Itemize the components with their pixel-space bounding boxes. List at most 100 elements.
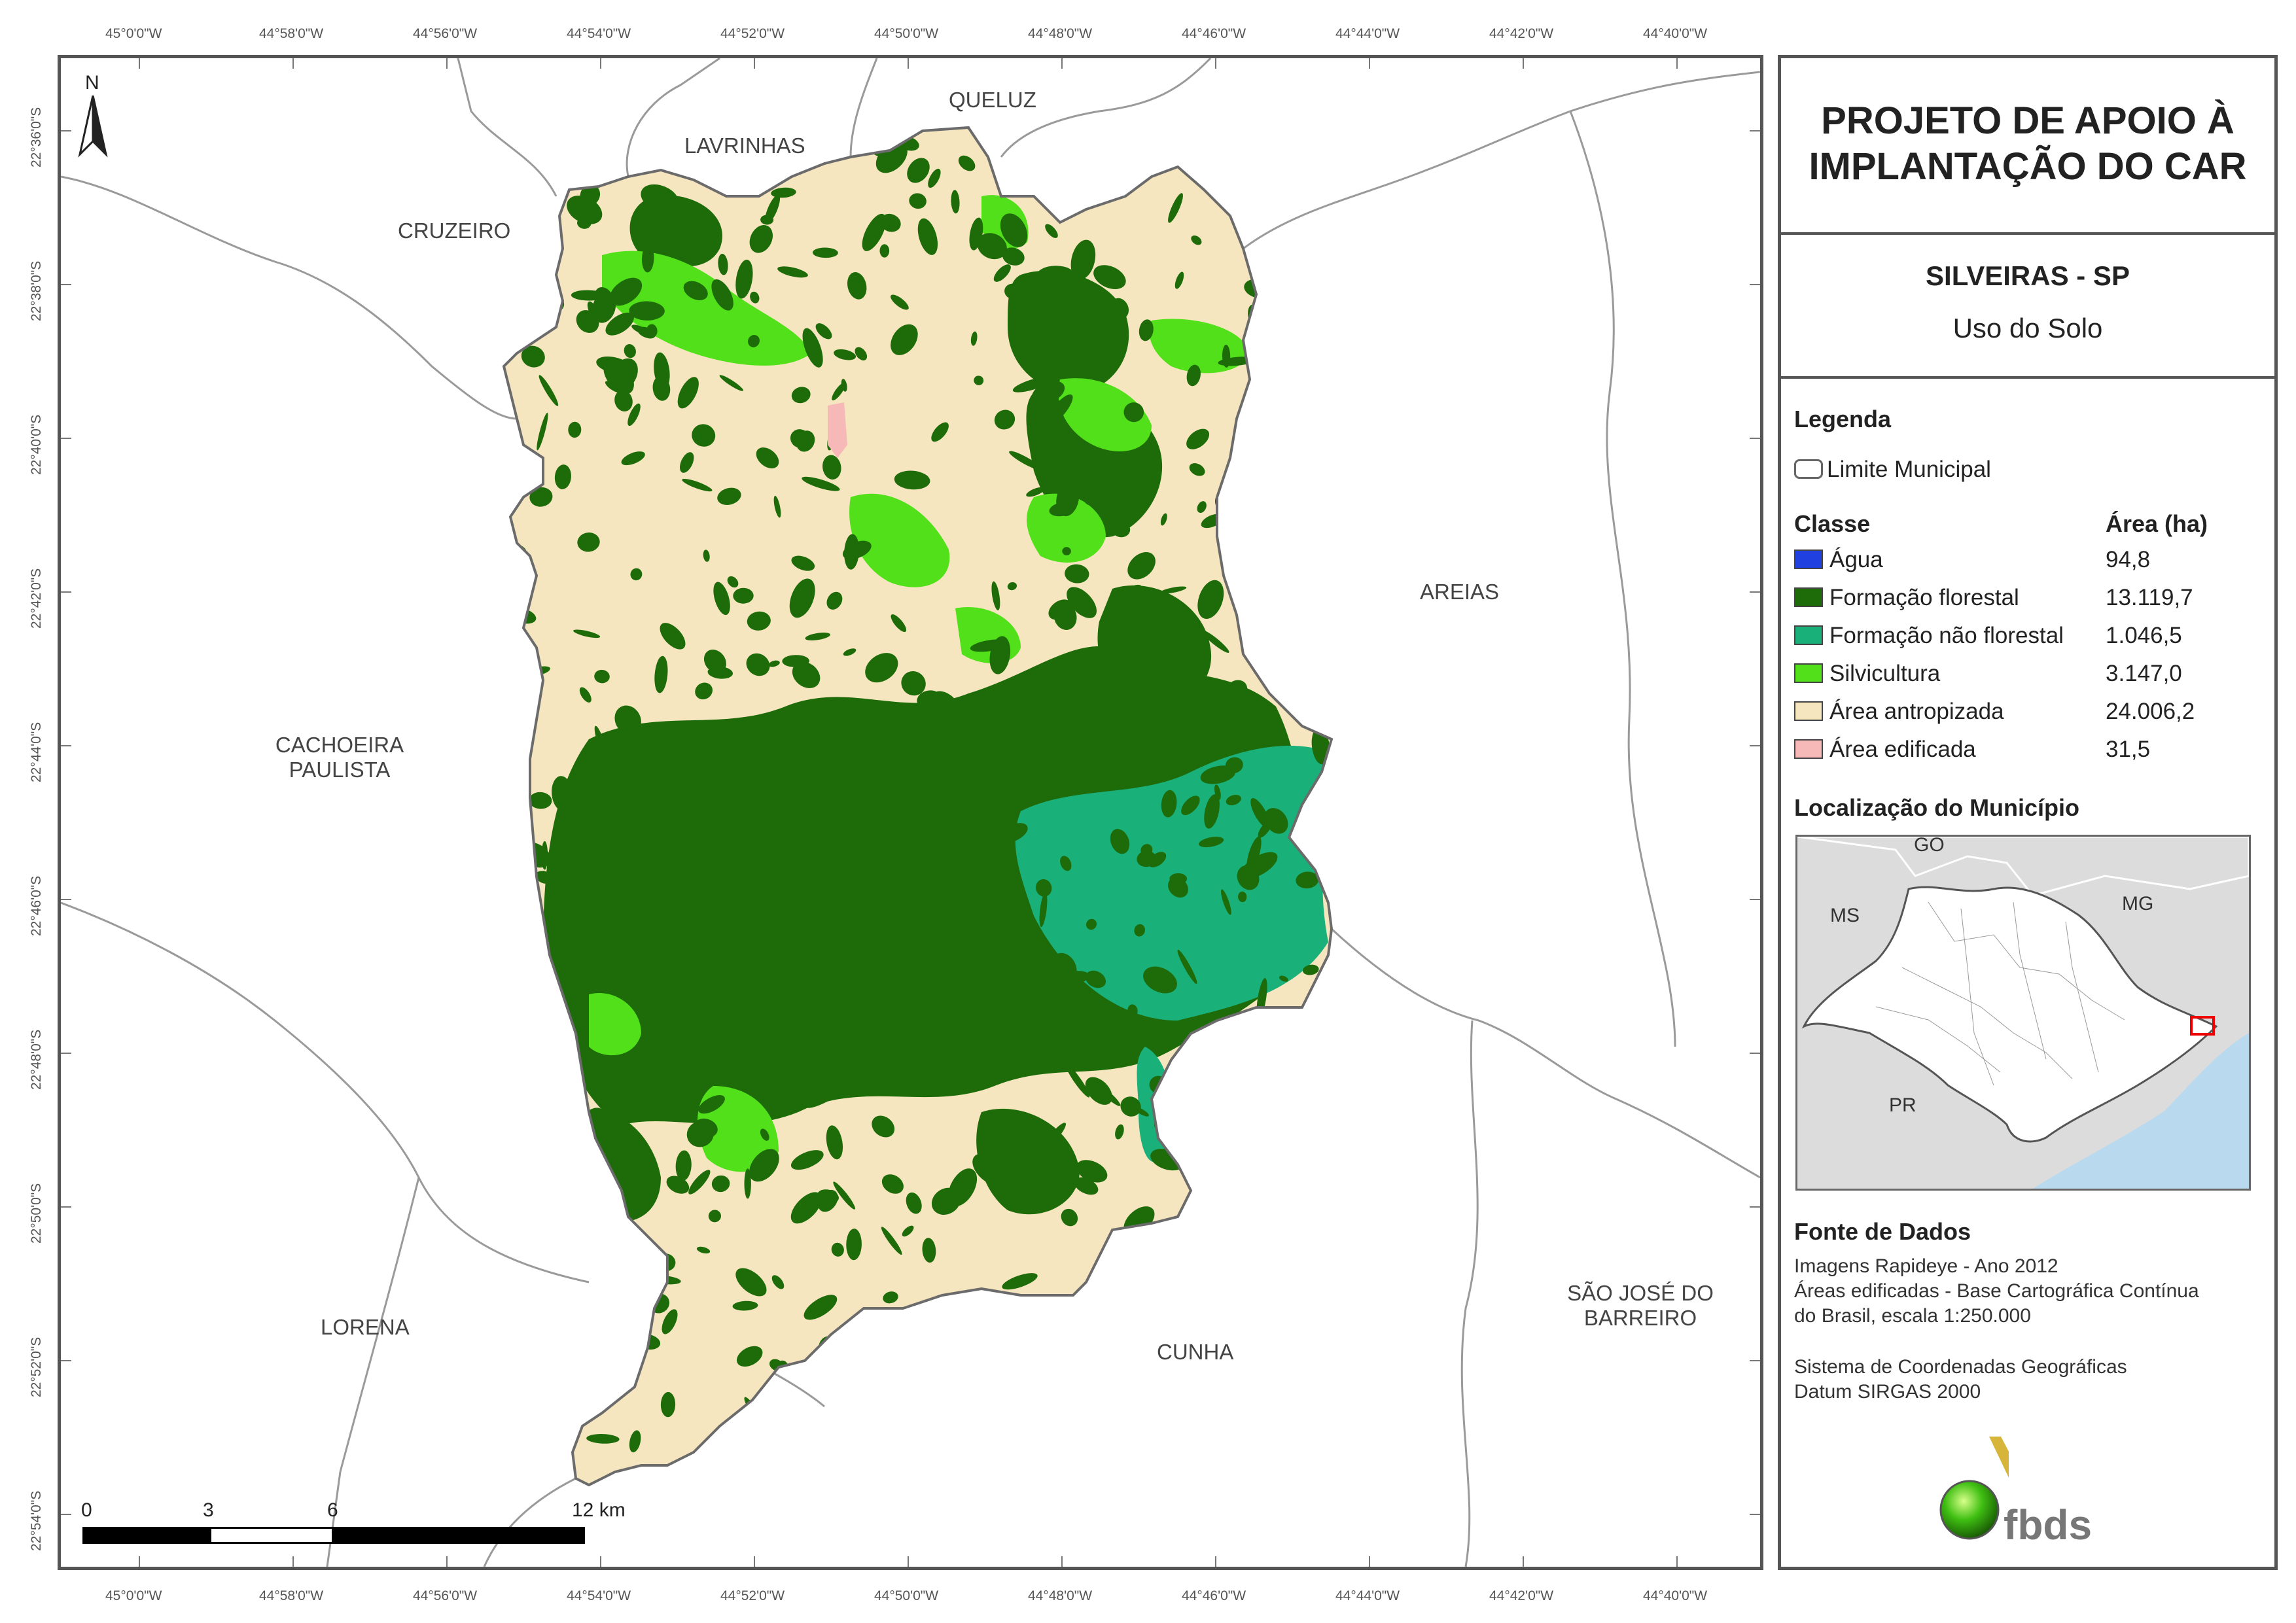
forest-fragment [717, 487, 741, 505]
forest-fragment [1111, 521, 1131, 538]
label-cachoeira-line1: CACHOEIRA [275, 733, 404, 757]
forest-fragment [1169, 617, 1176, 642]
forest-fragment [866, 840, 880, 857]
forest-fragment [666, 1176, 690, 1194]
forest-fragment [831, 1242, 844, 1257]
forest-fragment [571, 290, 605, 301]
inset-label-go: GO [1914, 837, 1945, 856]
lat-label-left: 22°50'0"S [29, 1183, 44, 1244]
forest-fragment [1127, 1004, 1138, 1017]
map-subtitle: Uso do Solo [1952, 313, 2103, 343]
forest-fragment [833, 1181, 856, 1210]
forest-fragment [927, 832, 947, 866]
forest-fragment [537, 412, 548, 451]
forest-fragment [708, 1210, 721, 1223]
forest-fragment [679, 452, 694, 473]
forest-fragment [779, 1084, 805, 1107]
forest-fragment [601, 776, 620, 805]
forest-fragment [610, 918, 626, 953]
forest-fragment [791, 387, 811, 404]
forest-fragment [1074, 1177, 1099, 1195]
lon-label-bottom: 44°40'0"W [1643, 1588, 1708, 1603]
forest-fragment [1115, 1124, 1124, 1140]
forest-fragment [1214, 695, 1235, 711]
forest-fragment [680, 1099, 689, 1119]
forest-fragment [1168, 193, 1183, 223]
forest-fragment [1093, 265, 1126, 289]
forest-fragment [970, 331, 978, 346]
forest-fragment [1237, 865, 1260, 890]
forest-fragment [1076, 1160, 1108, 1183]
forest-fragment [1258, 819, 1273, 838]
forest-fragment [1226, 794, 1241, 806]
forest-fragment [695, 682, 713, 700]
scale-label-12km: 12 km [572, 1499, 626, 1521]
forest-fragment [735, 259, 753, 299]
forest-fragment [1004, 283, 1021, 300]
forest-fragment [915, 998, 942, 1026]
forest-fragment [977, 233, 1007, 260]
forest-fragment [529, 792, 552, 809]
forest-fragment [1110, 298, 1129, 319]
map-title-line1: PROJETO DE APOIO À [1821, 99, 2234, 142]
forest-fragment [820, 1049, 853, 1061]
forest-fragment [1139, 319, 1154, 341]
forest-fragment [997, 823, 1028, 843]
forest-fragment [713, 582, 730, 616]
forest-fragment [1186, 428, 1210, 449]
forest-fragment [568, 421, 582, 438]
forest-fragment [541, 841, 548, 870]
fbds-logo-icon [1939, 1437, 2009, 1540]
forest-fragment [675, 1150, 692, 1181]
forest-fragment [1123, 402, 1144, 423]
forest-fragment [922, 1238, 936, 1263]
forest-fragment [584, 744, 595, 756]
lon-label-bottom: 44°42'0"W [1489, 1588, 1554, 1603]
forest-fragment [903, 919, 915, 927]
lat-label-left: 22°46'0"S [29, 875, 44, 936]
forest-fragment [683, 281, 708, 300]
forest-fragment [660, 1391, 676, 1418]
source-line-3: do Brasil, escala 1:250.000 [1794, 1305, 2031, 1327]
forest-fragment [1221, 889, 1231, 915]
forest-fragment [911, 977, 936, 990]
forest-fragment [931, 1187, 961, 1215]
forest-fragment [1062, 547, 1071, 555]
forest-fragment [1056, 481, 1080, 517]
forest-fragment [677, 377, 699, 409]
forest-fragment [1143, 966, 1177, 994]
forest-fragment [1002, 247, 1025, 266]
forest-fragment [614, 390, 633, 411]
lon-label-top: 44°42'0"W [1489, 26, 1554, 41]
forest-fragment [1159, 586, 1187, 594]
forest-fragment [1199, 837, 1224, 848]
forest-fragment [1248, 728, 1285, 746]
forest-fragment [603, 358, 634, 394]
lon-label-top: 44°44'0"W [1335, 26, 1400, 41]
forest-fragment [749, 816, 772, 833]
forest-fragment [698, 954, 720, 980]
forest-fragment [1149, 610, 1174, 629]
forest-fragment [573, 629, 601, 638]
lon-label-bottom: 44°54'0"W [567, 1588, 631, 1603]
forest-fragment [1078, 680, 1103, 709]
forest-fragment [1087, 649, 1116, 682]
forest-fragment [931, 422, 949, 442]
forest-fragment [791, 555, 815, 571]
forest-fragment [883, 1291, 898, 1304]
forest-fragment [1126, 462, 1150, 490]
forest-fragment [1130, 666, 1149, 684]
forest-fragment [552, 776, 573, 811]
forest-fragment [529, 487, 553, 507]
north-label: N [85, 72, 99, 94]
forest-fragment [1007, 582, 1017, 591]
lon-label-bottom: 44°56'0"W [413, 1588, 478, 1603]
forest-fragment [1210, 707, 1228, 720]
forest-fragment [851, 962, 868, 977]
area-header: Área (ha) [2106, 510, 2208, 537]
lat-label-left: 22°40'0"S [29, 414, 44, 475]
forest-fragment [1302, 964, 1319, 975]
legend-class-label: Silvicultura [1829, 661, 1941, 686]
forest-fragment [771, 1275, 785, 1289]
forest-fragment [1110, 829, 1130, 854]
